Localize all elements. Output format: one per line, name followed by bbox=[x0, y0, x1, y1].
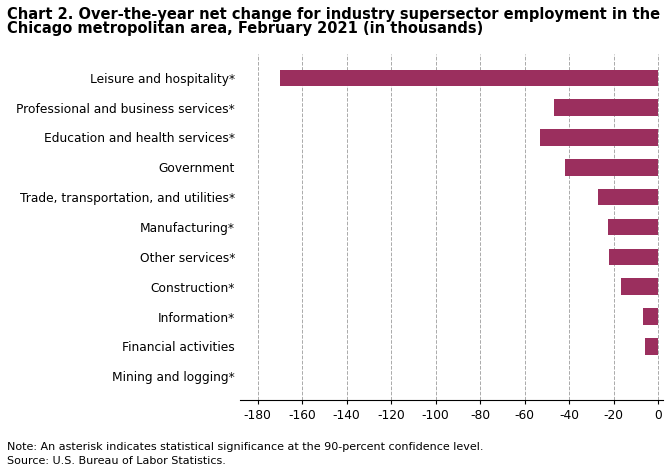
Bar bbox=[280, 70, 658, 86]
Bar bbox=[608, 219, 658, 235]
Text: Chart 2. Over-the-year net change for industry supersector employment in the: Chart 2. Over-the-year net change for in… bbox=[7, 7, 660, 22]
Bar bbox=[553, 99, 658, 116]
Bar bbox=[598, 189, 658, 205]
Text: Source: U.S. Bureau of Labor Statistics.: Source: U.S. Bureau of Labor Statistics. bbox=[7, 456, 226, 466]
Bar bbox=[609, 249, 658, 265]
Bar bbox=[565, 159, 658, 176]
Bar bbox=[643, 308, 658, 325]
Bar bbox=[657, 368, 658, 384]
Bar bbox=[645, 338, 658, 355]
Text: Chicago metropolitan area, February 2021 (in thousands): Chicago metropolitan area, February 2021… bbox=[7, 21, 483, 36]
Bar bbox=[621, 278, 658, 295]
Bar bbox=[540, 129, 658, 146]
Text: Note: An asterisk indicates statistical significance at the 90-percent confidenc: Note: An asterisk indicates statistical … bbox=[7, 442, 483, 452]
